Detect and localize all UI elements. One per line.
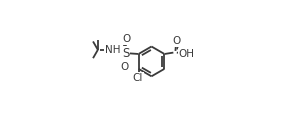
Text: O: O: [121, 62, 129, 72]
Text: S: S: [122, 47, 129, 60]
Text: NH: NH: [105, 45, 120, 55]
Text: O: O: [122, 34, 130, 44]
Text: O: O: [172, 36, 180, 46]
Text: OH: OH: [179, 49, 195, 59]
Text: Cl: Cl: [133, 73, 143, 83]
